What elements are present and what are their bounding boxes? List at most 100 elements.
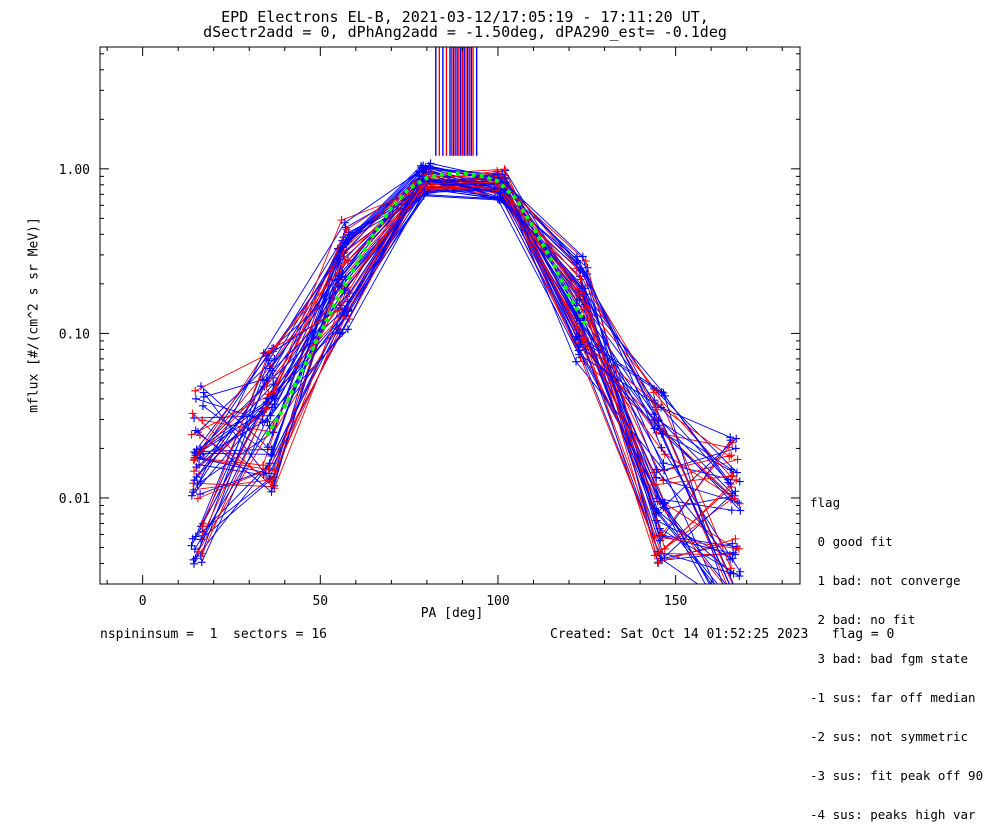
data-point-marker — [735, 593, 743, 601]
data-point-marker — [727, 451, 736, 460]
data-point-marker — [343, 325, 352, 334]
data-point-marker — [726, 555, 735, 564]
data-point-marker — [735, 572, 744, 581]
data-point-marker — [190, 447, 199, 456]
x-tick-label: 0 — [139, 594, 147, 609]
data-point-marker — [262, 381, 271, 390]
data-point-marker — [660, 544, 669, 553]
pa-curve — [196, 164, 735, 454]
data-point-marker — [198, 531, 207, 540]
data-point-marker — [191, 426, 200, 435]
y-tick-label: 0.01 — [59, 492, 90, 507]
data-point-marker — [198, 522, 207, 531]
data-point-marker — [657, 387, 666, 396]
legend-item: -4 sus: peaks high var — [810, 807, 976, 822]
data-point-marker — [576, 340, 585, 349]
data-point-marker — [264, 390, 273, 399]
pa-curve — [196, 175, 733, 499]
data-point-marker — [581, 256, 590, 265]
flag-legend: flag 0 good fit 1 bad: not converge 2 ba… — [810, 470, 983, 834]
plot-area: 0 50 100 150 0.01 0.10 1.00 — [59, 46, 801, 620]
data-point-marker — [735, 477, 744, 486]
data-point-marker — [198, 401, 207, 410]
data-point-marker — [341, 223, 350, 232]
data-point-marker — [268, 403, 277, 412]
data-point-marker — [264, 465, 273, 474]
data-point-marker — [191, 394, 200, 403]
data-point-marker — [731, 444, 740, 453]
data-point-marker — [728, 587, 736, 595]
data-point-marker — [724, 475, 733, 484]
legend-title: flag — [810, 495, 841, 510]
data-point-marker — [649, 480, 658, 489]
pa-curve-line — [203, 181, 738, 482]
data-point-marker — [735, 499, 744, 508]
y-tick-label: 1.00 — [59, 163, 90, 178]
data-point-marker — [191, 386, 200, 395]
data-point-marker — [342, 225, 351, 234]
data-point-marker — [733, 455, 742, 464]
data-point-marker — [583, 304, 592, 313]
data-point-marker — [195, 431, 204, 440]
pa-curve-line — [197, 170, 731, 561]
pa-curve-line — [194, 170, 741, 550]
pa-curve — [191, 164, 741, 518]
data-point-marker — [736, 612, 744, 620]
data-point-marker — [732, 475, 741, 484]
data-point-marker — [501, 178, 510, 187]
data-point-marker — [654, 558, 663, 567]
data-point-marker — [188, 409, 197, 418]
data-point-marker — [575, 350, 584, 359]
pa-curve-line — [195, 167, 737, 515]
pa-curve-line — [194, 181, 733, 486]
pa-curve-line — [198, 188, 727, 584]
data-point-marker — [572, 264, 581, 273]
data-point-marker — [572, 252, 581, 261]
legend-item: 1 bad: not converge — [810, 573, 961, 588]
data-point-marker — [198, 549, 207, 558]
data-point-marker — [727, 483, 736, 492]
axes-frame — [99, 46, 801, 585]
data-point-marker — [340, 218, 349, 227]
data-point-marker — [262, 398, 271, 407]
pa-curve-line — [199, 180, 739, 503]
data-point-marker — [659, 389, 668, 398]
data-point-marker — [268, 477, 277, 486]
pa-curve-line — [193, 185, 739, 550]
data-point-marker — [259, 349, 268, 358]
data-point-marker — [652, 465, 661, 474]
data-point-marker — [267, 487, 276, 496]
data-point-marker — [572, 357, 581, 366]
data-point-marker — [420, 187, 429, 196]
data-point-marker — [736, 567, 745, 576]
footer-spin-info: nspininsum = 1 sectors = 16 — [100, 627, 327, 642]
data-point-marker — [731, 534, 740, 543]
data-point-marker — [650, 468, 659, 477]
data-point-marker — [190, 414, 199, 423]
data-point-marker — [337, 328, 346, 337]
legend-item: 2 bad: no fit — [810, 612, 916, 627]
data-point-marker — [268, 366, 277, 375]
data-point-marker — [735, 606, 743, 614]
legend-item: -3 sus: fit peak off 90 — [810, 768, 984, 783]
data-point-marker — [725, 587, 733, 595]
x-tick-label: 100 — [486, 594, 509, 609]
data-point-marker — [731, 487, 740, 496]
pa-curve-line — [202, 187, 732, 554]
legend-item: -1 sus: far off median — [810, 690, 976, 705]
peak-marker-lines — [435, 47, 478, 156]
data-point-marker — [650, 532, 659, 541]
data-point-marker — [660, 450, 669, 459]
pa-curve — [190, 176, 743, 609]
data-point-marker — [652, 473, 661, 482]
data-point-marker — [500, 165, 509, 174]
data-point-marker — [189, 559, 198, 568]
data-point-marker — [424, 176, 433, 185]
pa-curve-line — [202, 175, 736, 563]
data-point-marker — [576, 275, 585, 284]
y-tick-label: 0.10 — [59, 327, 90, 342]
data-point-marker — [267, 450, 276, 459]
data-point-marker — [193, 480, 202, 489]
data-point-marker — [735, 601, 743, 609]
pa-curve-line — [200, 177, 737, 550]
